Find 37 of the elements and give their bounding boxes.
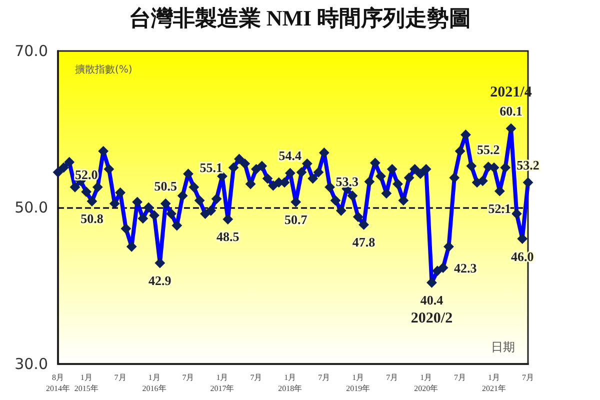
x-tick-label: 1月 2018年 [278,373,302,393]
data-label: 54.4 [278,148,302,164]
data-label: 53.2 [516,157,540,172]
data-label: 55.2 [476,142,500,157]
data-label: 50.8 [80,211,104,226]
data-label: 55.1 [200,160,223,176]
x-tick-label: 1月 2019年 [346,373,370,393]
x-axis-title: 日期 [491,340,515,354]
annotation: 2020/2 [410,310,453,327]
x-tick-label: 7月 [454,373,466,382]
data-label: 40.4 [420,292,444,308]
data-label: 42.3 [454,260,478,276]
x-tick-label: 7月 [182,373,194,382]
chart-title: 台灣非製造業 NMI 時間序列走勢圖 [128,6,472,30]
y-axis-title: 擴散指數(%) [75,64,132,76]
data-label: 52.0 [74,166,98,182]
x-tick-label: 1月 2017年 [210,373,234,393]
x-tick-label: 7月 [318,373,330,382]
x-tick-label: 1月 2021年 [482,373,506,393]
x-tick-label: 1月 2020年 [414,373,438,393]
data-label: 42.9 [148,273,172,288]
x-tick-label: 7月 [114,373,126,382]
x-tick-label: 1月 2015年 [74,373,98,393]
data-label: 50.5 [154,178,178,194]
data-label: 53.3 [336,174,359,190]
y-tick-label: 50.0 [14,198,48,216]
y-tick-label: 30.0 [14,355,48,373]
data-label: 48.5 [216,229,240,244]
y-tick-label: 70.0 [14,42,48,60]
data-label: 60.1 [500,103,522,118]
x-tick-label: 1月 2016年 [142,373,166,393]
x-tick-label: 7月 [522,373,534,382]
data-label: 47.8 [352,234,376,250]
x-tick-label: 7月 [386,373,398,382]
data-label: 50.7 [284,212,308,228]
x-tick-label: 7月 [250,373,262,382]
x-tick-label: 8月 2014年 [46,373,70,393]
